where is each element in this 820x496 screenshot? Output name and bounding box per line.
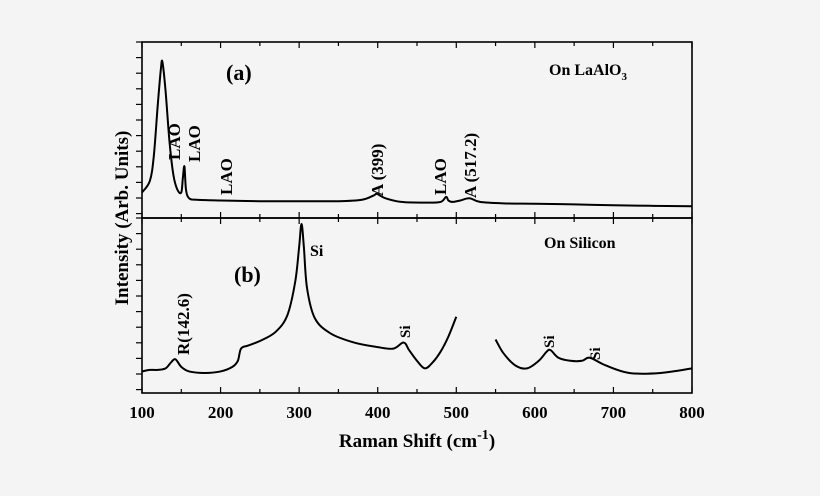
spectra-curves — [141, 59, 693, 375]
x-tick-label: 700 — [601, 403, 627, 422]
peak-label: R(142.6) — [174, 293, 193, 355]
x-tick-label: 500 — [444, 403, 470, 422]
x-tick-label: 600 — [522, 403, 548, 422]
peak-label: Si — [398, 325, 414, 338]
peak-label: LAO — [185, 125, 204, 162]
panel-a-label: (a) — [226, 60, 252, 85]
x-tick-label: 100 — [129, 403, 155, 422]
peak-label: Si — [588, 347, 604, 360]
y-axis-label: Intensity (Arb. Units) — [112, 131, 133, 306]
x-tick-label: 300 — [286, 403, 312, 422]
x-tick-label: 200 — [208, 403, 234, 422]
peak-label: LAO — [431, 158, 450, 195]
peak-label: LAO — [165, 123, 184, 160]
peak-label: A (517.2) — [461, 133, 480, 198]
axis-ticks — [136, 41, 693, 393]
x-tick-labels: 100 200 300 400 500 600 700 800 — [129, 403, 705, 422]
panel-b-label: (b) — [234, 262, 261, 287]
peak-label: A (399) — [368, 144, 387, 196]
spectrum-silicon — [141, 222, 458, 374]
peak-label: LAO — [217, 158, 236, 195]
spectrum-laalo3 — [141, 59, 693, 208]
spectrum-silicon — [494, 339, 693, 375]
x-tick-label: 400 — [365, 403, 391, 422]
peak-label: Si — [310, 243, 324, 260]
x-tick-label: 800 — [679, 403, 705, 422]
legend-on-silicon: On Silicon — [544, 235, 616, 252]
x-axis-label: Raman Shift (cm-1) — [339, 428, 495, 452]
legend-on-laalo3: On LaAlO3 — [549, 62, 627, 83]
peak-label: Si — [542, 335, 558, 348]
